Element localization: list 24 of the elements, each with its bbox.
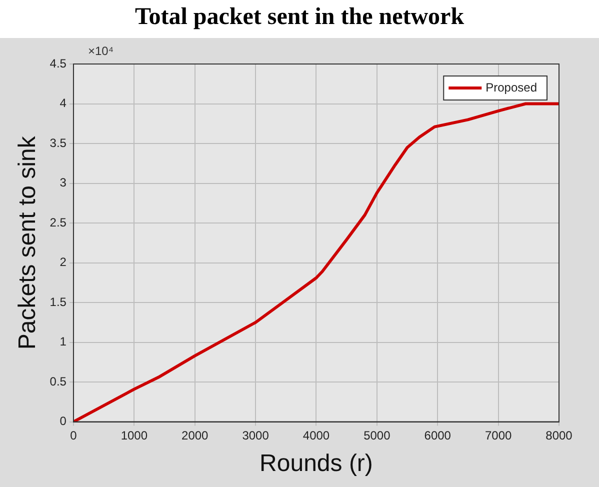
y-axis-title: Packets sent to sink <box>14 135 42 350</box>
y-tick-label: 0.5 <box>50 374 67 388</box>
y-tick-label: 2 <box>60 255 67 270</box>
y-tick-label: 4 <box>60 96 67 110</box>
x-tick-label: 4000 <box>302 428 330 442</box>
y-tick-label: 1.5 <box>50 294 67 309</box>
chart-title: Total packet sent in the network <box>134 4 466 31</box>
x-tick-label: 6000 <box>424 428 452 442</box>
y-tick-label: 2.5 <box>50 215 67 230</box>
text: ×10⁴ <box>88 44 114 58</box>
x-tick-label: 0 <box>70 428 78 442</box>
x-tick-label: 1000 <box>120 428 148 442</box>
x-tick-label: 5000 <box>364 428 391 442</box>
y-tick-label: 4.5 <box>50 56 67 70</box>
y-tick-label: 3.5 <box>50 136 67 150</box>
y-tick-label: 3 <box>60 176 67 190</box>
y-tick-label: 1 <box>60 334 67 349</box>
x-tick-label: 2000 <box>182 428 209 442</box>
x-tick-label: 7000 <box>484 428 512 442</box>
x-axis-title: Rounds (r) <box>260 450 373 478</box>
y-tick-label: 0 <box>60 414 67 428</box>
x-tick-label: 8000 <box>546 428 573 442</box>
x-tick-label: 3000 <box>242 428 270 442</box>
legend-label: Proposed <box>486 80 538 94</box>
